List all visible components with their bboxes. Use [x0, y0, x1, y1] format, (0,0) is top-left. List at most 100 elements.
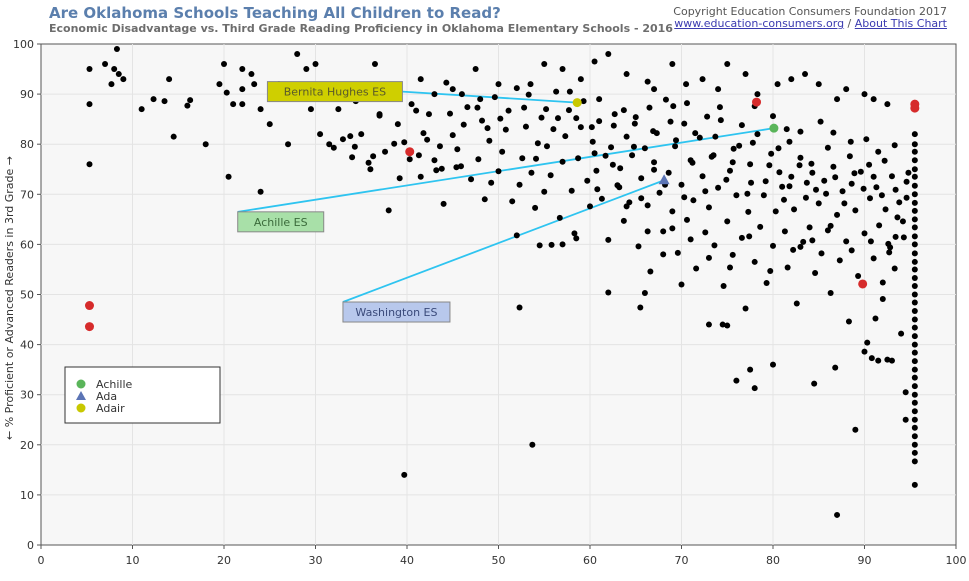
data-point[interactable]	[745, 208, 752, 215]
data-point[interactable]	[827, 289, 834, 296]
data-point[interactable]	[370, 153, 377, 160]
data-point[interactable]	[886, 249, 893, 256]
data-point[interactable]	[891, 265, 898, 272]
highlighted-data-point[interactable]	[84, 301, 94, 311]
legend-item[interactable]: Adair	[76, 402, 126, 415]
data-point[interactable]	[317, 131, 324, 138]
data-point[interactable]	[587, 203, 593, 210]
data-point[interactable]	[641, 289, 648, 296]
data-point[interactable]	[911, 216, 918, 223]
data-point[interactable]	[696, 134, 703, 141]
data-point[interactable]	[911, 291, 918, 298]
data-point[interactable]	[543, 143, 550, 150]
data-point[interactable]	[843, 86, 850, 93]
data-point[interactable]	[339, 136, 346, 143]
data-point[interactable]	[589, 138, 596, 145]
data-point[interactable]	[911, 182, 918, 189]
data-point[interactable]	[894, 214, 901, 221]
data-point[interactable]	[884, 101, 891, 108]
data-point[interactable]	[729, 251, 736, 258]
data-point[interactable]	[559, 66, 566, 73]
data-point[interactable]	[486, 137, 493, 144]
data-point[interactable]	[770, 242, 776, 249]
data-point[interactable]	[670, 103, 677, 110]
data-point[interactable]	[770, 361, 776, 368]
data-point[interactable]	[790, 246, 797, 253]
data-point[interactable]	[683, 216, 690, 223]
data-point[interactable]	[681, 120, 688, 127]
data-point[interactable]	[791, 206, 798, 213]
data-point[interactable]	[257, 188, 264, 195]
data-point[interactable]	[911, 349, 918, 356]
data-point[interactable]	[699, 173, 706, 180]
data-point[interactable]	[848, 180, 855, 187]
data-point[interactable]	[911, 258, 918, 265]
data-point[interactable]	[447, 110, 454, 117]
data-point[interactable]	[516, 304, 523, 311]
data-point[interactable]	[382, 148, 389, 155]
data-point[interactable]	[678, 281, 685, 288]
data-point[interactable]	[635, 243, 642, 250]
data-point[interactable]	[770, 113, 776, 120]
data-point[interactable]	[715, 184, 722, 191]
data-point[interactable]	[538, 114, 545, 121]
data-point[interactable]	[431, 91, 438, 98]
data-point[interactable]	[610, 122, 617, 129]
highlighted-data-point[interactable]	[769, 123, 779, 133]
data-point[interactable]	[656, 189, 663, 196]
data-point[interactable]	[479, 117, 486, 124]
data-point[interactable]	[440, 200, 447, 207]
data-point[interactable]	[662, 96, 669, 103]
data-point[interactable]	[683, 100, 690, 107]
data-point[interactable]	[774, 81, 781, 88]
data-point[interactable]	[911, 157, 918, 164]
data-point-triangle[interactable]	[658, 174, 670, 185]
data-point[interactable]	[86, 101, 93, 108]
data-point[interactable]	[693, 265, 700, 272]
data-point[interactable]	[699, 76, 706, 83]
data-point[interactable]	[484, 125, 491, 132]
data-point[interactable]	[488, 179, 495, 186]
data-point[interactable]	[113, 46, 120, 53]
data-point[interactable]	[391, 140, 398, 147]
data-point[interactable]	[349, 154, 356, 161]
data-point[interactable]	[307, 106, 314, 113]
data-point[interactable]	[376, 112, 383, 119]
data-point[interactable]	[495, 168, 502, 175]
data-point[interactable]	[797, 243, 804, 250]
data-point[interactable]	[335, 106, 342, 113]
data-point[interactable]	[818, 250, 825, 257]
data-point[interactable]	[839, 188, 846, 195]
site-link[interactable]: www.education-consumers.org	[674, 17, 845, 30]
data-point[interactable]	[729, 159, 736, 166]
data-point[interactable]	[519, 155, 526, 162]
legend-item[interactable]: Achille	[76, 378, 133, 391]
data-point[interactable]	[762, 178, 769, 185]
data-point[interactable]	[747, 161, 754, 168]
data-point[interactable]	[667, 118, 674, 125]
data-point[interactable]	[817, 118, 824, 125]
data-point[interactable]	[596, 96, 603, 103]
data-point[interactable]	[887, 244, 894, 251]
data-point[interactable]	[911, 250, 918, 257]
data-point[interactable]	[565, 107, 572, 114]
data-point[interactable]	[873, 184, 880, 191]
data-point[interactable]	[605, 51, 612, 58]
data-point[interactable]	[903, 178, 910, 185]
data-point[interactable]	[830, 129, 837, 136]
data-point[interactable]	[521, 104, 528, 111]
data-point[interactable]	[646, 104, 653, 111]
data-point[interactable]	[417, 76, 424, 83]
data-point[interactable]	[911, 424, 918, 431]
highlighted-data-point[interactable]	[910, 103, 920, 113]
data-point[interactable]	[683, 81, 690, 88]
data-point[interactable]	[911, 233, 918, 240]
legend-item[interactable]: Ada	[76, 390, 117, 403]
data-point[interactable]	[616, 184, 623, 191]
data-point[interactable]	[669, 225, 676, 232]
data-point[interactable]	[577, 124, 584, 131]
data-point[interactable]	[788, 173, 795, 180]
data-point[interactable]	[800, 238, 807, 245]
data-point[interactable]	[602, 152, 609, 159]
data-point[interactable]	[575, 155, 582, 162]
